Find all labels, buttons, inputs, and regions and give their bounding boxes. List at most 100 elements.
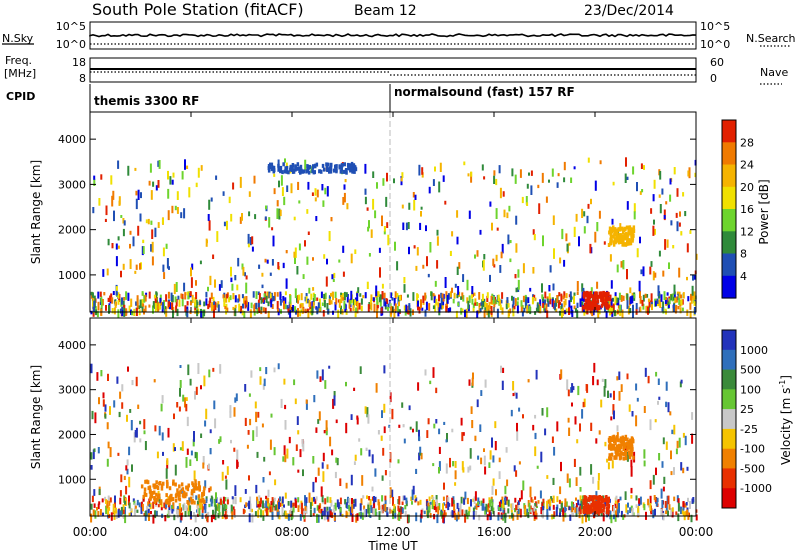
heatmap-cell [143,513,146,517]
heatmap-cell [422,295,425,303]
heatmap-cell [631,295,634,304]
heatmap-cell [276,200,279,207]
heatmap-cell [549,498,552,507]
heatmap-cell [451,510,454,518]
heatmap-cell [456,210,459,218]
heatmap-cell [118,200,121,206]
heatmap-cell [113,400,116,408]
heatmap-cell [284,454,287,463]
heatmap-cell [112,291,115,295]
heatmap-cell [418,164,421,176]
heatmap-cell [505,447,508,453]
heatmap-feature-cell [155,484,158,489]
heatmap-cell [381,475,384,481]
heatmap-cell [369,499,372,508]
heatmap-cell [467,511,470,517]
heatmap-cell [442,175,445,182]
heatmap-feature-cell [627,228,630,233]
heatmap-cell [520,490,523,500]
heatmap-cell [134,505,137,509]
heatmap-cell [332,310,334,315]
heatmap-cell [324,187,327,195]
heatmap-cell [498,471,501,479]
heatmap-cell [264,307,267,314]
heatmap-cell [157,160,160,167]
heatmap-feature-cell [621,240,625,245]
heatmap-feature-cell [612,225,615,230]
heatmap-cell [686,466,689,471]
heatmap-feature-cell [609,240,613,245]
heatmap-feature-cell [612,443,616,448]
heatmap-cell [427,418,430,425]
heatmap-cell [186,165,189,169]
heatmap-cell [515,215,518,225]
heatmap-cell [92,207,95,214]
heatmap-cell [451,287,453,293]
heatmap-cell [680,379,683,384]
heatmap-cell [483,455,486,466]
heatmap-cell [523,307,526,312]
heatmap-cell [371,496,374,501]
heatmap-feature-cell [625,236,629,241]
heatmap-cell [403,438,406,444]
heatmap-cell [97,503,100,510]
heatmap-cell [120,474,123,483]
heatmap-cell [166,458,169,465]
heatmap-cell [222,191,225,196]
heatmap-cell [322,200,325,207]
heatmap-cell [250,302,253,309]
heatmap-cell [263,378,266,387]
heatmap-cell [249,503,252,512]
heatmap-cell [305,399,308,404]
heatmap-cell [605,310,608,320]
heatmap-cell [297,497,300,503]
heatmap-cell [269,272,272,276]
heatmap-cell [583,211,586,217]
freq-tick-bottom: 8 [79,72,86,85]
heatmap-cell [180,212,183,219]
heatmap-cell [102,399,105,407]
heatmap-cell [270,299,273,308]
heatmap-cell [114,301,117,308]
heatmap-cell [419,446,422,454]
heatmap-cell [137,225,140,236]
heatmap-cell [222,294,225,299]
heatmap-cell [610,514,613,524]
heatmap-cell [620,261,623,268]
heatmap-cell [420,509,423,519]
heatmap-cell [201,506,204,513]
heatmap-cell [179,387,181,397]
heatmap-cell [593,362,596,373]
heatmap-feature-cell [630,449,634,454]
heatmap-cell [391,509,394,514]
heatmap-feature-cell [165,493,168,498]
heatmap-cell [590,198,592,205]
heatmap-cell [482,503,485,511]
heatmap-cell [355,307,358,312]
heatmap-feature-cell [174,494,178,498]
heatmap-cell [242,266,245,276]
heatmap-cell [647,498,650,506]
heatmap-cell [662,270,665,277]
heatmap-cell [309,509,312,517]
heatmap-cell [433,423,436,429]
heatmap-feature-cell [329,166,332,171]
heatmap-cell [556,295,559,303]
heatmap-cell [97,301,100,311]
heatmap-cell [612,505,614,512]
heatmap-cell [637,506,640,515]
heatmap-cell [695,514,698,521]
heatmap-cell [387,234,390,246]
heatmap-cell [436,236,439,246]
heatmap-cell [316,189,319,198]
heatmap-cell [358,438,361,442]
heatmap-feature-cell [609,237,612,242]
heatmap-cell [656,298,659,304]
heatmap-cell [107,441,110,449]
heatmap-cell [575,503,578,508]
heatmap-cell [667,402,670,413]
heatmap-cell [223,221,226,227]
heatmap-cell [575,477,578,486]
heatmap-cell [354,249,357,254]
heatmap-cell [563,161,566,171]
